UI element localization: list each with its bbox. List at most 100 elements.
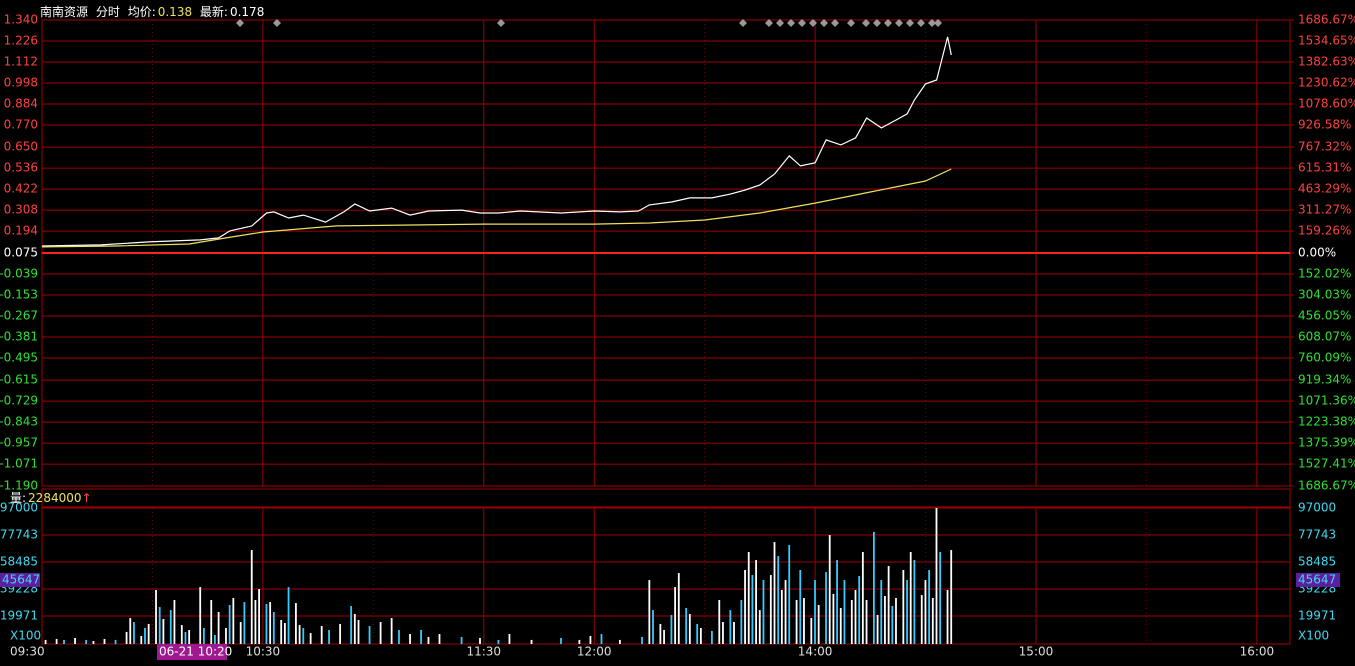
volume-bar bbox=[328, 629, 330, 644]
volume-bar bbox=[677, 573, 680, 644]
volume-bar bbox=[600, 634, 603, 644]
y-tick-label: -0.615 bbox=[0, 373, 38, 387]
volume-bar bbox=[880, 580, 883, 644]
volume-bar bbox=[769, 575, 772, 644]
volume-bar bbox=[92, 641, 95, 644]
y-tick-label: 1.340 bbox=[4, 13, 38, 27]
volume-bar bbox=[379, 621, 382, 644]
volume-bar bbox=[169, 610, 172, 644]
volume-bar bbox=[670, 614, 673, 644]
volume-bar bbox=[530, 639, 533, 644]
y-tick-label: -0.267 bbox=[0, 308, 38, 322]
volume-bar bbox=[865, 599, 868, 644]
y-tick-label: -0.381 bbox=[0, 329, 38, 343]
volume-bar bbox=[861, 552, 864, 644]
volume-bar bbox=[758, 610, 761, 644]
y-tick-label: -0.729 bbox=[0, 394, 38, 408]
volume-bar bbox=[398, 629, 400, 644]
event-marker bbox=[895, 19, 903, 27]
volume-trend: ↑ bbox=[81, 491, 92, 505]
volume-bar bbox=[184, 631, 187, 644]
event-marker bbox=[934, 19, 942, 27]
volume-bar bbox=[873, 531, 875, 644]
volume-bar bbox=[217, 612, 220, 644]
event-marker bbox=[928, 19, 936, 27]
y-tick-label: 0.650 bbox=[4, 140, 38, 154]
y2-tick-label: 311.27% bbox=[1298, 203, 1351, 217]
y2-tick-label: 1382.63% bbox=[1298, 55, 1355, 69]
y2-tick-label: 760.09% bbox=[1298, 351, 1351, 365]
y-tick-label: 1.112 bbox=[4, 54, 38, 68]
event-marker bbox=[862, 19, 870, 27]
y2-tick-label: 159.26% bbox=[1298, 223, 1351, 237]
avg-label: 均价: bbox=[127, 5, 156, 19]
volume-unit: X100 bbox=[10, 629, 41, 643]
volume-bar bbox=[755, 560, 757, 644]
event-marker bbox=[236, 19, 244, 27]
volume-bar bbox=[140, 636, 143, 644]
volume-unit: X100 bbox=[1298, 629, 1329, 643]
volume-bar bbox=[232, 598, 235, 644]
volume-bar bbox=[850, 599, 853, 644]
volume-bar bbox=[144, 628, 146, 644]
volume-bar bbox=[895, 598, 897, 644]
volume-bar bbox=[747, 552, 750, 644]
volume-bar bbox=[924, 580, 927, 644]
volume-bar bbox=[243, 602, 246, 644]
last-value: 0.178 bbox=[229, 5, 265, 19]
volume-bar bbox=[283, 622, 286, 644]
volume-bar bbox=[913, 560, 916, 644]
x-tick-label: 12:00 bbox=[577, 645, 612, 659]
volume-bar bbox=[560, 637, 562, 644]
volume-bar bbox=[884, 596, 886, 644]
y2-tick-label: 1534.65% bbox=[1298, 34, 1355, 48]
price-line bbox=[41, 36, 952, 247]
y2-tick-label: 1223.38% bbox=[1298, 415, 1355, 429]
volume-bar bbox=[420, 629, 422, 644]
volume-bar bbox=[508, 634, 511, 644]
y2-tick-label: 1527.41% bbox=[1298, 456, 1355, 470]
y2-tick-label: 1375.39% bbox=[1298, 435, 1355, 449]
volume-bar bbox=[265, 604, 268, 644]
stock-name: 南南资源 bbox=[40, 5, 89, 19]
volume-bar bbox=[158, 606, 161, 644]
y2-tick-label: 608.07% bbox=[1298, 330, 1351, 344]
event-marker bbox=[497, 19, 505, 27]
volume-bar bbox=[685, 607, 688, 644]
event-marker bbox=[776, 19, 784, 27]
y-tick-label: -1.190 bbox=[0, 479, 38, 493]
y-tick-label: -0.843 bbox=[0, 415, 38, 429]
price-line bbox=[41, 168, 952, 248]
volume-bar bbox=[950, 550, 953, 644]
x-tick-label: 11:30 bbox=[466, 645, 501, 659]
volume-bar bbox=[409, 634, 411, 644]
y2-tick-label: 919.34% bbox=[1298, 372, 1351, 386]
volume-bar bbox=[438, 634, 441, 644]
volume-bar bbox=[114, 639, 117, 644]
y-tick-label: -0.153 bbox=[0, 287, 38, 301]
volume-bar bbox=[828, 535, 831, 644]
volume-bar bbox=[479, 637, 481, 644]
volume-bar bbox=[295, 603, 297, 644]
volume-bar bbox=[357, 620, 360, 644]
event-marker bbox=[739, 19, 747, 27]
y2-tick-label: 1686.67% bbox=[1298, 479, 1355, 493]
avg-value: 0.138 bbox=[157, 5, 193, 19]
volume-bar bbox=[125, 631, 128, 644]
volume-bar bbox=[272, 612, 275, 644]
volume-bar bbox=[784, 580, 787, 644]
cursor-box bbox=[1296, 573, 1340, 588]
volume-bar bbox=[250, 550, 253, 644]
volume-bar bbox=[858, 576, 861, 644]
y2-tick-label: 926.58% bbox=[1298, 118, 1351, 132]
x-tick-label: 15:00 bbox=[1019, 645, 1054, 659]
y-tick-label: 0.770 bbox=[4, 117, 38, 131]
volume-bar bbox=[239, 621, 242, 644]
volume-bar bbox=[339, 623, 341, 644]
volume-bar bbox=[103, 638, 106, 644]
event-marker bbox=[809, 19, 817, 27]
y-tick-label: 0.536 bbox=[4, 161, 38, 175]
volume-bar bbox=[652, 610, 654, 644]
y2-tick-label: 1071.36% bbox=[1298, 393, 1355, 407]
